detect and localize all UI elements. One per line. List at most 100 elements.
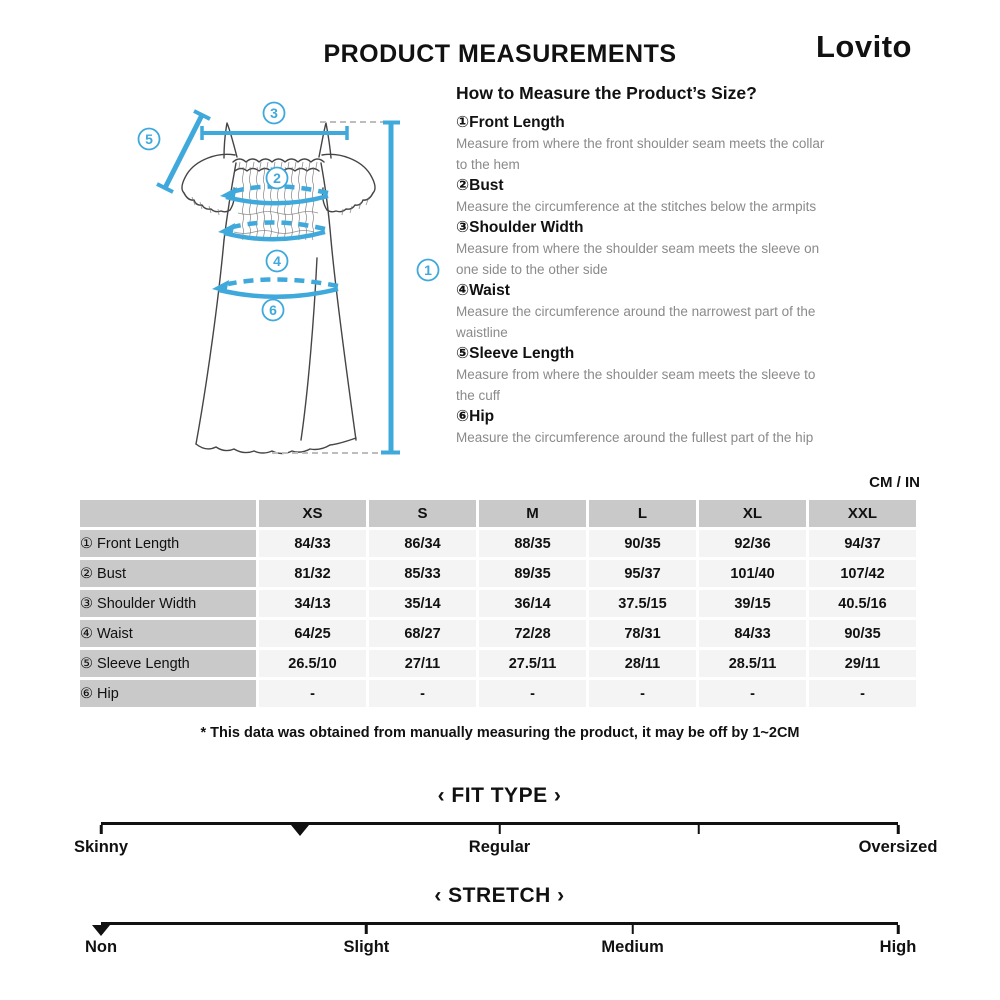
table-row-hip: ⑥ Hip - - - - - -	[80, 680, 916, 707]
table-row-bust: ② Bust 81/32 85/33 89/35 95/37 101/40 107/42	[80, 560, 916, 587]
howto-item-description-line: one side to the other side	[456, 262, 608, 277]
stretch-line	[92, 922, 900, 936]
fit-type-labels: Skinny Regular Oversized	[74, 838, 937, 860]
howto-item-title: ⑤Sleeve Length	[456, 345, 575, 362]
neckline-gather-tick	[266, 161, 269, 170]
howto-item-description-line: Measure from where the shoulder seam mee…	[456, 367, 816, 382]
howto-item-description-line: Measure the circumference at the stitche…	[456, 199, 817, 214]
stretch-labels: Non Slight Medium High	[85, 938, 916, 960]
stretch-label-medium: Medium	[601, 938, 664, 956]
fit-type-label-skinny: Skinny	[73, 838, 129, 856]
howto-item-title: ③Shoulder Width	[456, 219, 584, 236]
stretch-tick	[896, 925, 900, 934]
waist-ellipse	[223, 229, 326, 242]
stretch-label-slight: Slight	[343, 938, 390, 956]
value-cell: -	[369, 680, 476, 707]
dress-measurement-diagram: 1 2 3 4 5 6	[137, 101, 440, 455]
fit-type-line	[99, 822, 900, 836]
marker-number: 3	[270, 105, 278, 121]
value-cell: 86/34	[369, 530, 476, 557]
value-cell: 35/14	[369, 590, 476, 617]
table-row-sleeve-length: ⑤ Sleeve Length 26.5/10 27/11 27.5/11 28/11 2…	[80, 650, 916, 677]
howto-item-description-line: Measure from where the front shoulder se…	[456, 136, 825, 151]
how-to-measure-section: How to Measure the Product’s Size? ①Fron…	[456, 83, 926, 448]
smocking-line	[290, 166, 294, 241]
measure-marker-4: 4	[265, 249, 289, 273]
value-cell: -	[809, 680, 916, 707]
fit-type-tick	[697, 825, 700, 834]
measurements-table: XS S M L XL XXL ① Front Length 84/33 86/34 88/35…	[77, 497, 919, 710]
hip-ellipse	[218, 286, 339, 299]
stretch-label-non: Non	[84, 938, 118, 956]
neckline-gather-tick	[301, 161, 304, 170]
size-header-row: XS S M L XL XXL	[80, 500, 916, 527]
value-cell: 68/27	[369, 620, 476, 647]
neckline-gather-tick	[315, 161, 318, 170]
neckline-gather-tick	[294, 161, 297, 170]
howto-item-waist: ④Waist Measure the circumference around t…	[456, 280, 926, 343]
page-title: PRODUCT MEASUREMENTS	[323, 40, 677, 68]
howto-item-description-line: Measure the circumference around the nar…	[456, 304, 816, 319]
neckline-gather-tick	[238, 161, 241, 170]
row-label-bust: ② Bust	[80, 560, 256, 587]
row-label-front-length: ① Front Length	[80, 530, 256, 557]
value-cell: 78/31	[589, 620, 696, 647]
value-cell: 85/33	[369, 560, 476, 587]
value-cell: 36/14	[479, 590, 586, 617]
value-cell: 28.5/11	[699, 650, 806, 677]
row-label-shoulder-width: ③ Shoulder Width	[80, 590, 256, 617]
marker-number: 4	[273, 253, 281, 269]
smocking-line	[241, 166, 245, 241]
measure-marker-2: 2	[265, 166, 289, 190]
smocking-line	[248, 166, 252, 241]
stretch-marker	[92, 925, 110, 936]
value-cell: -	[479, 680, 586, 707]
smocking-line	[304, 166, 308, 241]
fit-type-scale: ‹ FIT TYPE › Skinny Regular Oversized	[74, 784, 937, 860]
value-cell: -	[589, 680, 696, 707]
fit-type-tick	[99, 825, 103, 834]
measurement-annotations: 1 2 3 4 5 6	[137, 101, 440, 455]
size-header-l: L	[589, 500, 696, 527]
neckline-gather-tick	[259, 161, 262, 170]
value-cell: 34/13	[259, 590, 366, 617]
value-cell: 90/35	[589, 530, 696, 557]
fit-type-label-oversized: Oversized	[858, 838, 938, 856]
marker-number: 1	[424, 262, 432, 278]
smocking-line	[262, 166, 266, 241]
dress-illustration	[181, 122, 376, 455]
measure-marker-1: 1	[416, 258, 440, 282]
value-cell: -	[259, 680, 366, 707]
size-header-xl: XL	[699, 500, 806, 527]
value-cell: 26.5/10	[259, 650, 366, 677]
value-cell: 37.5/15	[589, 590, 696, 617]
row-label-hip: ⑥ Hip	[80, 680, 256, 707]
bust-ellipse	[225, 193, 329, 206]
howto-item-description-line: Measure the circumference around the ful…	[456, 430, 814, 445]
sleeve-length-line	[162, 113, 205, 190]
size-header-s: S	[369, 500, 476, 527]
howto-item-front-length: ①Front Length Measure from where the fron…	[456, 112, 926, 175]
value-cell: 29/11	[809, 650, 916, 677]
neckline-gather-tick	[308, 161, 311, 170]
value-cell: 27.5/11	[479, 650, 586, 677]
fit-type-tick	[498, 825, 501, 834]
howto-item-description-line: the cuff	[456, 388, 501, 403]
neckline-gather-tick	[245, 161, 248, 170]
unit-label: CM / IN	[869, 474, 920, 491]
size-header-m: M	[479, 500, 586, 527]
brand-logo: Lovito	[816, 29, 912, 64]
value-cell: 88/35	[479, 530, 586, 557]
value-cell: 101/40	[699, 560, 806, 587]
value-cell: 40.5/16	[809, 590, 916, 617]
howto-item-description-line: to the hem	[456, 157, 520, 172]
how-to-measure-heading: How to Measure the Product’s Size?	[456, 83, 757, 103]
howto-item-bust: ②Bust Measure the circumference at the st…	[456, 175, 926, 217]
value-cell: 28/11	[589, 650, 696, 677]
value-cell: 64/25	[259, 620, 366, 647]
marker-number: 2	[273, 170, 281, 186]
value-cell: 39/15	[699, 590, 806, 617]
howto-item-sleeve-length: ⑤Sleeve Length Measure from where the sho…	[456, 343, 926, 406]
fit-type-title: ‹ FIT TYPE ›	[437, 784, 562, 807]
marker-number: 5	[145, 131, 153, 147]
